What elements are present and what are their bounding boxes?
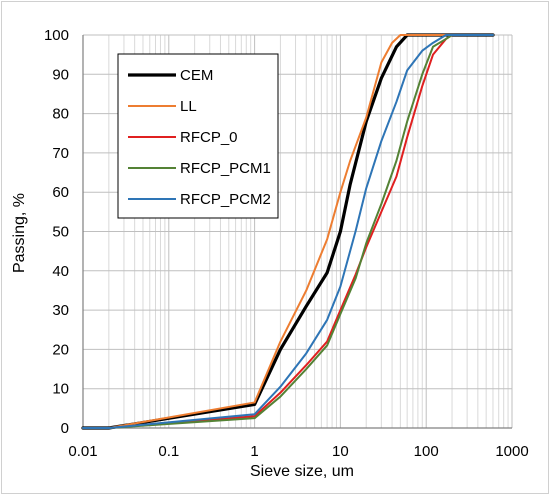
x-tick-label: 0.1 [158, 443, 179, 460]
y-tick-label: 60 [52, 184, 69, 201]
series-line-rfcp-pcm1 [82, 34, 494, 429]
series-line-rfcp-pcm2 [82, 34, 494, 429]
x-tick-label: 1000 [495, 443, 528, 460]
y-tick-label: 30 [52, 302, 69, 319]
y-tick-label: 80 [52, 106, 69, 123]
y-tick-label: 100 [44, 27, 69, 44]
x-tick-label: 100 [414, 443, 439, 460]
y-tick-label: 90 [52, 66, 69, 83]
y-tick-label: 70 [52, 145, 69, 162]
y-tick-label: 20 [52, 341, 69, 358]
y-tick-label: 0 [61, 420, 69, 437]
legend: CEM LL RFCP_0 RFCP_PCM1 RFCP_PCM2 [117, 53, 279, 219]
x-axis-title: Sieve size, um [250, 463, 354, 480]
x-tick-label: 10 [332, 443, 349, 460]
y-tick-label: 40 [52, 263, 69, 280]
x-tick-label: 0.01 [68, 443, 97, 460]
y-tick-label: 10 [52, 381, 69, 398]
series-layer [81, 33, 495, 430]
x-tick-label: 1 [250, 443, 258, 460]
y-tick-label: 50 [52, 224, 69, 241]
legend-label: LL [180, 98, 197, 115]
legend-label: CEM [180, 67, 213, 84]
legend-label: RFCP_PCM2 [180, 191, 271, 208]
axis-layer: 0 10 20 30 40 50 60 70 80 90 100 0.01 0.1 1 10 100 1000 [44, 27, 529, 460]
legend-label: RFCP_PCM1 [180, 160, 271, 177]
series-line-ll [82, 34, 494, 429]
legend-label: RFCP_0 [180, 129, 238, 146]
y-axis-title: Passing, % [11, 193, 28, 273]
